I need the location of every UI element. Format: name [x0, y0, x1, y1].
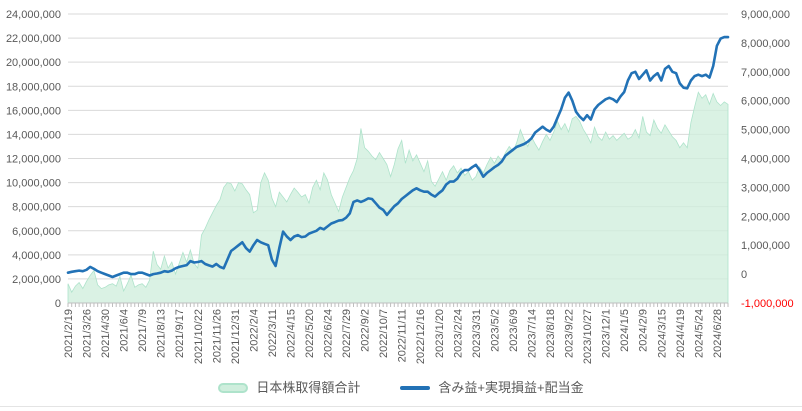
svg-text:0: 0	[741, 269, 747, 281]
svg-text:5,000,000: 5,000,000	[741, 125, 790, 137]
svg-text:6,000,000: 6,000,000	[741, 96, 790, 108]
svg-text:2022/9/2: 2022/9/2	[360, 309, 372, 352]
svg-text:2024/5/24: 2024/5/24	[693, 309, 705, 358]
svg-text:4,000,000: 4,000,000	[741, 154, 790, 166]
svg-text:2022/4/15: 2022/4/15	[285, 309, 297, 358]
svg-text:2,000,000: 2,000,000	[741, 211, 790, 223]
svg-text:2021/2/19: 2021/2/19	[63, 309, 75, 358]
left-axis-labels: 0 2,000,000 4,000,000 6,000,000 8,000,000 10,…	[6, 9, 61, 310]
svg-text:2024/6/28: 2024/6/28	[712, 309, 724, 358]
svg-text:24,000,000: 24,000,000	[6, 9, 61, 21]
svg-text:0: 0	[55, 298, 61, 310]
svg-text:2023/10/27: 2023/10/27	[582, 309, 594, 364]
svg-text:2023/3/31: 2023/3/31	[471, 309, 483, 358]
svg-text:2022/12/16: 2022/12/16	[415, 309, 427, 364]
legend-label-japan-stock-total: 日本株取得額合計	[256, 380, 361, 395]
svg-text:2023/6/9: 2023/6/9	[508, 309, 520, 352]
svg-text:1,000,000: 1,000,000	[741, 240, 790, 252]
x-axis-ticks	[67, 303, 729, 307]
svg-text:2022/5/20: 2022/5/20	[304, 309, 316, 358]
svg-text:2022/7/29: 2022/7/29	[341, 309, 353, 358]
svg-text:8,000,000: 8,000,000	[741, 38, 790, 50]
svg-text:2021/11/26: 2021/11/26	[211, 309, 223, 363]
svg-text:3,000,000: 3,000,000	[741, 182, 790, 194]
svg-text:2,000,000: 2,000,000	[12, 274, 61, 286]
svg-text:2021/10/22: 2021/10/22	[193, 309, 205, 364]
svg-text:2022/6/24: 2022/6/24	[323, 309, 335, 358]
svg-text:20,000,000: 20,000,000	[6, 57, 61, 69]
svg-text:6,000,000: 6,000,000	[12, 226, 61, 238]
svg-text:2022/3/11: 2022/3/11	[267, 309, 279, 357]
svg-text:2024/2/9: 2024/2/9	[638, 309, 650, 352]
svg-text:2023/5/2: 2023/5/2	[489, 309, 501, 352]
svg-text:2023/9/22: 2023/9/22	[564, 309, 576, 358]
svg-text:4,000,000: 4,000,000	[12, 250, 61, 262]
svg-text:7,000,000: 7,000,000	[741, 67, 790, 79]
chart-legend: 日本株取得額合計 含み益+実現損益+配当金	[0, 381, 802, 394]
svg-text:8,000,000: 8,000,000	[12, 202, 61, 214]
svg-text:22,000,000: 22,000,000	[6, 33, 61, 45]
svg-text:10,000,000: 10,000,000	[6, 178, 61, 190]
right-axis-labels: -1,000,000 0 1,000,000 2,000,000 3,000,000 4,…	[741, 9, 794, 310]
area-series-swatch	[218, 382, 249, 393]
line-series	[66, 35, 730, 279]
svg-text:2023/12/1: 2023/12/1	[601, 309, 613, 358]
legend-item-japan-stock-total: 日本株取得額合計	[218, 381, 360, 394]
chart-bottom-border	[0, 406, 802, 407]
svg-text:2023/7/14: 2023/7/14	[526, 309, 538, 358]
svg-text:14,000,000: 14,000,000	[6, 129, 61, 141]
svg-text:2024/1/5: 2024/1/5	[619, 309, 631, 352]
svg-text:2021/12/31: 2021/12/31	[230, 309, 242, 364]
line-series-swatch	[400, 385, 431, 390]
svg-text:-1,000,000: -1,000,000	[741, 298, 794, 310]
svg-text:16,000,000: 16,000,000	[6, 105, 61, 117]
svg-text:2021/6/4: 2021/6/4	[119, 309, 131, 352]
svg-text:2023/2/24: 2023/2/24	[452, 309, 464, 358]
svg-text:18,000,000: 18,000,000	[6, 81, 61, 93]
svg-text:9,000,000: 9,000,000	[741, 9, 790, 21]
svg-text:2024/4/19: 2024/4/19	[675, 309, 687, 358]
svg-text:2021/7/9: 2021/7/9	[137, 309, 149, 352]
svg-text:2022/2/4: 2022/2/4	[248, 309, 260, 352]
svg-text:2021/4/30: 2021/4/30	[100, 309, 112, 358]
svg-text:2021/3/26: 2021/3/26	[82, 309, 94, 358]
svg-text:12,000,000: 12,000,000	[6, 154, 61, 166]
svg-text:2023/1/20: 2023/1/20	[434, 309, 446, 358]
svg-text:2021/9/17: 2021/9/17	[174, 309, 186, 358]
svg-text:2022/10/7: 2022/10/7	[378, 309, 390, 358]
x-axis-labels: 2021/2/19 2021/3/26 2021/4/30 2021/6/4 2021/…	[63, 309, 724, 364]
legend-label-gains-total: 含み益+実現損益+配当金	[438, 380, 584, 395]
svg-text:2022/11/11: 2022/11/11	[397, 309, 409, 362]
svg-text:2023/8/18: 2023/8/18	[545, 309, 557, 358]
svg-text:2024/3/15: 2024/3/15	[656, 309, 668, 358]
svg-text:2021/8/13: 2021/8/13	[156, 309, 168, 358]
legend-item-gains-total: 含み益+実現損益+配当金	[400, 380, 584, 395]
